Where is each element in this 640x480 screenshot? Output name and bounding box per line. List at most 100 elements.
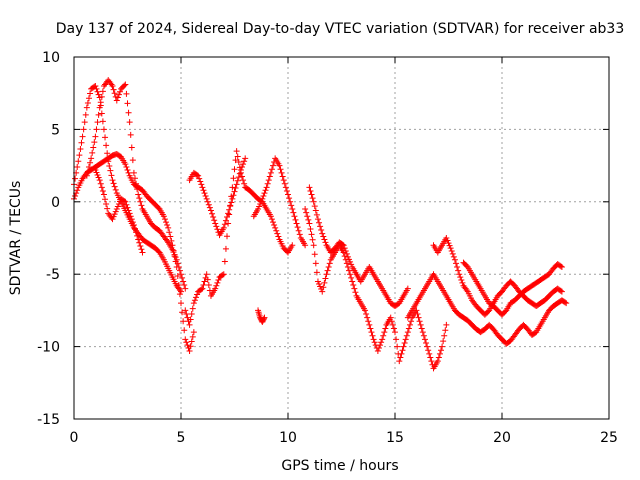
data-point — [375, 345, 382, 352]
data-point — [88, 155, 95, 162]
data-point — [425, 347, 432, 354]
data-point — [81, 119, 88, 126]
data-point — [449, 250, 456, 257]
data-point — [292, 216, 299, 223]
data-point — [443, 235, 450, 241]
data-point — [370, 336, 377, 343]
x-tick-label: 0 — [70, 430, 79, 446]
data-point — [222, 245, 229, 252]
data-point — [160, 213, 167, 220]
data-point — [173, 256, 180, 263]
data-point — [230, 192, 237, 199]
data-point — [389, 321, 396, 328]
data-point — [94, 119, 101, 126]
data-point — [277, 166, 284, 173]
x-tick-label: 20 — [493, 430, 511, 446]
data-point — [457, 274, 464, 281]
y-tick-label: -10 — [37, 340, 60, 356]
data-point — [264, 180, 271, 187]
data-point — [167, 233, 174, 240]
data-point — [98, 110, 105, 117]
data-point — [233, 181, 240, 188]
data-point — [102, 134, 109, 141]
data-point — [365, 318, 372, 325]
series-9 — [306, 184, 411, 310]
data-point — [164, 221, 171, 228]
data-point — [124, 204, 131, 211]
data-point — [428, 358, 435, 365]
data-point — [275, 233, 282, 240]
data-point — [136, 239, 143, 246]
data-point — [179, 309, 186, 316]
data-point — [107, 167, 114, 174]
data-point — [268, 216, 275, 223]
data-point — [257, 200, 264, 207]
data-point — [291, 213, 298, 220]
data-point — [110, 213, 117, 220]
data-point — [404, 285, 411, 292]
series-5 — [186, 155, 249, 239]
x-tick-label: 5 — [177, 430, 186, 446]
series-10 — [404, 271, 570, 347]
data-point — [302, 242, 309, 249]
data-point — [362, 307, 369, 314]
data-point — [303, 209, 310, 216]
data-point — [203, 271, 210, 278]
data-point — [213, 223, 220, 230]
data-point — [74, 164, 81, 171]
data-point — [182, 336, 189, 343]
data-point — [199, 285, 206, 292]
data-point — [188, 311, 195, 318]
data-point — [314, 278, 321, 285]
data-point — [211, 217, 218, 224]
x-tick-label: 10 — [279, 430, 297, 446]
series-6 — [250, 155, 309, 249]
data-point — [163, 219, 170, 226]
data-point — [83, 172, 90, 179]
data-point — [406, 321, 413, 328]
data-point — [111, 211, 118, 218]
data-point — [79, 133, 86, 140]
data-point — [237, 166, 244, 173]
data-point — [90, 144, 97, 151]
data-point — [174, 273, 181, 280]
data-point — [294, 224, 301, 231]
data-point — [114, 203, 121, 210]
data-marks — [71, 77, 570, 372]
plot-frame — [73, 56, 610, 420]
data-point — [220, 224, 227, 231]
data-point — [182, 285, 189, 292]
data-point — [390, 325, 397, 332]
data-point — [388, 318, 395, 325]
data-point — [106, 162, 113, 169]
series-8 — [302, 206, 450, 372]
data-point — [126, 210, 133, 217]
data-point — [202, 193, 209, 200]
data-point — [307, 187, 314, 194]
data-point — [170, 249, 177, 256]
data-point — [99, 187, 106, 194]
data-point — [262, 187, 269, 194]
data-point — [183, 311, 190, 318]
data-point — [382, 325, 389, 332]
data-point — [321, 236, 328, 243]
data-point — [134, 232, 141, 239]
data-point — [286, 195, 293, 202]
data-point — [212, 285, 219, 292]
data-point — [76, 152, 83, 159]
data-point — [96, 177, 103, 184]
data-point — [99, 118, 106, 125]
data-point — [130, 221, 137, 228]
data-point — [137, 242, 144, 249]
data-point — [438, 347, 445, 354]
data-point — [320, 233, 327, 240]
data-point — [200, 282, 207, 289]
data-point — [259, 195, 266, 202]
data-point — [124, 100, 131, 107]
data-point — [113, 97, 120, 104]
data-point — [123, 201, 130, 208]
data-point — [130, 169, 137, 176]
data-point — [134, 186, 141, 193]
data-point — [451, 256, 458, 263]
data-point — [75, 158, 82, 165]
